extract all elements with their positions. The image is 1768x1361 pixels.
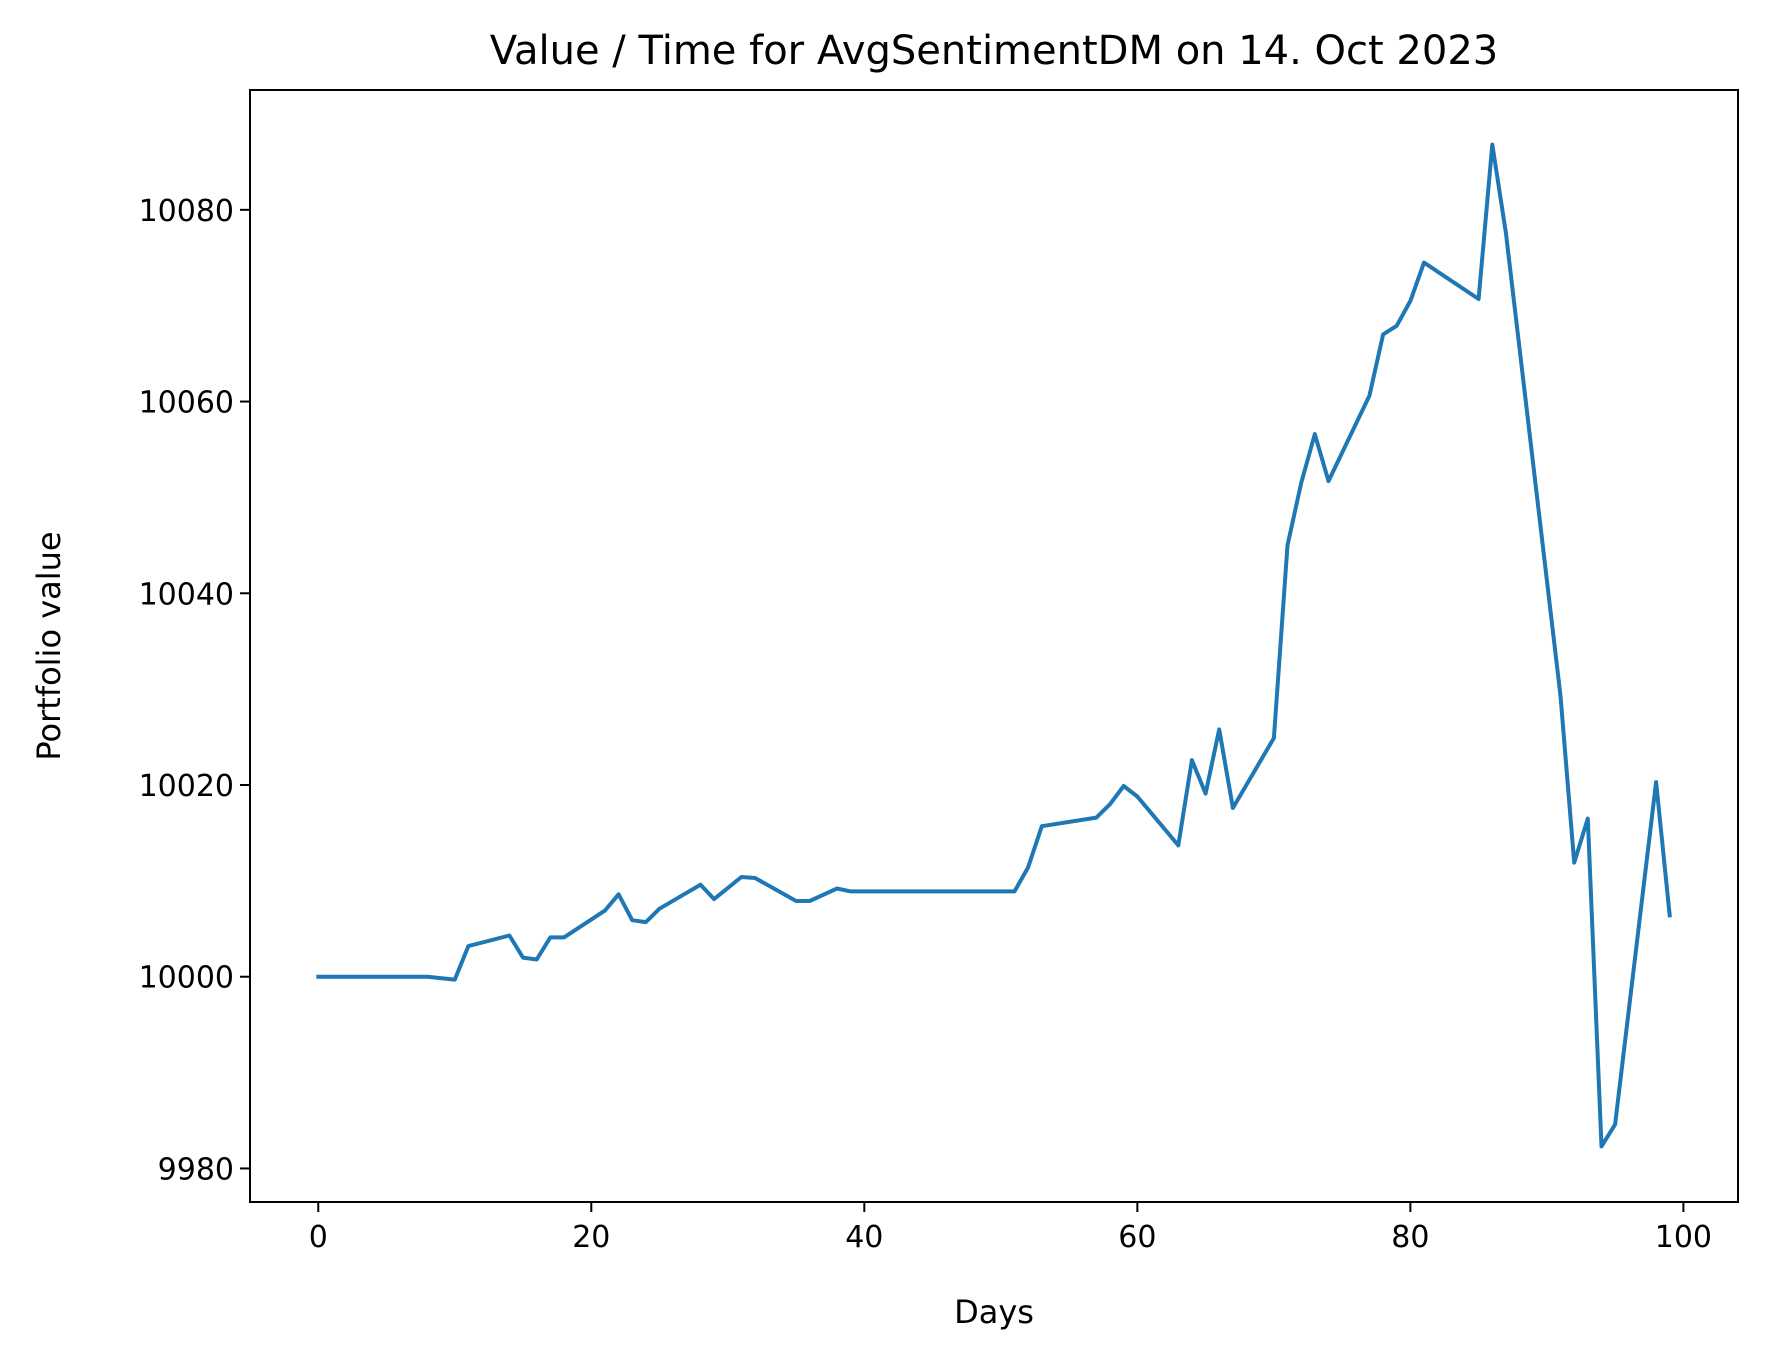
x-tick-label: 100 (1655, 1220, 1712, 1255)
x-tick-label: 40 (845, 1220, 883, 1255)
y-tick-label: 10080 (139, 194, 234, 229)
x-axis: 0 20 40 60 80 100 (309, 1202, 1712, 1255)
series-line (316, 142, 1672, 1149)
y-tick-label: 10060 (139, 386, 234, 421)
y-tick-label: 10000 (139, 961, 234, 996)
y-tick-label: 10040 (139, 577, 234, 612)
x-tick-label: 60 (1118, 1220, 1156, 1255)
x-tick-label: 80 (1391, 1220, 1429, 1255)
plot-frame (249, 89, 1739, 1203)
y-axis-label: Portfolio value (30, 531, 68, 760)
x-axis-label: Days (954, 1293, 1034, 1331)
y-tick-label: 9980 (158, 1152, 234, 1187)
chart-title: Value / Time for AvgSentimentDM on 14. O… (490, 28, 1498, 74)
x-tick-label: 20 (572, 1220, 610, 1255)
y-axis: 9980 10000 10020 10040 10060 10080 (139, 194, 250, 1187)
x-tick-label: 0 (309, 1220, 328, 1255)
plot-area (316, 142, 1672, 1149)
y-tick-label: 10020 (139, 769, 234, 804)
